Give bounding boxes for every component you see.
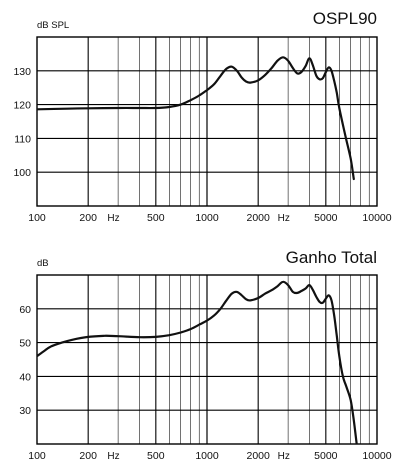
- y-axis-label: dB: [37, 258, 49, 269]
- x-unit-label: Hz: [278, 451, 290, 462]
- x-tick-label: 2000: [246, 212, 270, 224]
- x-unit-label: Hz: [107, 213, 119, 224]
- x-tick-label: 2000: [246, 450, 270, 462]
- x-unit-label: Hz: [107, 451, 119, 462]
- y-tick-label: 60: [19, 304, 31, 316]
- y-tick-label: 40: [19, 371, 31, 383]
- series-line: [37, 56, 355, 181]
- plot-frame: [36, 274, 378, 445]
- y-tick-label: 30: [19, 405, 31, 417]
- x-tick-label: 500: [147, 450, 165, 462]
- chart-title: Ganho Total: [286, 248, 377, 267]
- y-axis-label: dB SPL: [37, 20, 69, 31]
- x-tick-label: 10000: [362, 212, 391, 224]
- plot-frame: [36, 36, 378, 207]
- y-tick-label: 50: [19, 338, 31, 350]
- chart-1: OSPL90 dB SPL 100 110 120 130 100 200 Hz 500 1000 2…: [13, 9, 391, 224]
- y-tick-label: 130: [13, 66, 31, 78]
- x-tick-label: 200: [79, 212, 97, 224]
- x-tick-label: 5000: [314, 450, 338, 462]
- x-tick-label: 1000: [195, 212, 219, 224]
- y-tick-label: 100: [13, 167, 31, 179]
- series-line: [37, 280, 358, 444]
- x-tick-label: 200: [79, 450, 97, 462]
- x-tick-label: 100: [28, 212, 46, 224]
- x-unit-label: Hz: [278, 213, 290, 224]
- y-tick-label: 110: [14, 133, 31, 145]
- y-tick-label: 120: [13, 100, 31, 112]
- x-tick-label: 100: [28, 450, 46, 462]
- chart-2: Ganho Total dB 30 40 50 60 100 200 Hz 500 1000 2000…: [19, 248, 391, 462]
- x-tick-label: 10000: [362, 450, 391, 462]
- x-tick-label: 5000: [314, 212, 338, 224]
- x-tick-label: 500: [147, 212, 165, 224]
- x-tick-label: 1000: [195, 450, 219, 462]
- chart-title: OSPL90: [313, 9, 377, 28]
